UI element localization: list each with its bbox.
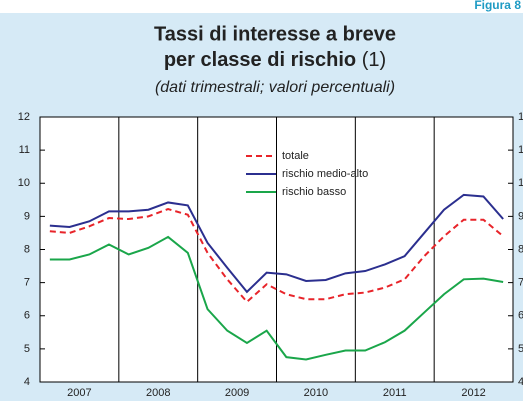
legend-label: rischio basso [282, 186, 346, 198]
y-tick-label: 6 [24, 310, 30, 322]
chart-title: Tassi di interesse a breve [154, 23, 396, 45]
x-tick-label: 2007 [67, 387, 91, 399]
series-line [49, 208, 504, 304]
x-tick-label: 2012 [461, 387, 485, 399]
y-tick-label: 9 [24, 210, 30, 222]
y-tick-label: 7 [24, 277, 30, 289]
y2-tick-label: 6 [518, 310, 523, 322]
chart-title: per classe di rischio (1) [164, 49, 386, 71]
y2-tick-label: 11 [518, 144, 523, 156]
figure-label: Figura 8 [474, 0, 521, 12]
y-tick-label: 12 [18, 111, 30, 123]
y2-tick-label: 8 [518, 243, 523, 255]
title-line: per classe di rischio [164, 49, 356, 71]
legend-label: totale [282, 150, 309, 162]
title-note: (1) [362, 49, 386, 71]
y-tick-label: 8 [24, 243, 30, 255]
y-tick-label: 4 [24, 376, 30, 388]
y2-tick-label: 9 [518, 210, 523, 222]
y-tick-label: 10 [18, 177, 30, 189]
y2-tick-label: 4 [518, 376, 523, 388]
y2-tick-label: 7 [518, 277, 523, 289]
y-tick-label: 11 [19, 144, 30, 156]
subtitle: (dati trimestrali; valori percentuali) [155, 79, 395, 96]
x-tick-label: 2011 [383, 387, 407, 399]
x-tick-label: 2008 [146, 387, 170, 399]
y2-tick-label: 12 [518, 111, 523, 123]
y2-tick-label: 5 [518, 343, 523, 355]
x-tick-label: 2010 [304, 387, 328, 399]
legend-label: rischio medio-alto [282, 168, 368, 180]
y2-tick-label: 10 [518, 177, 523, 189]
y-tick-label: 5 [24, 343, 30, 355]
x-tick-label: 2009 [225, 387, 249, 399]
series-line [49, 193, 504, 294]
series-line [49, 235, 504, 361]
